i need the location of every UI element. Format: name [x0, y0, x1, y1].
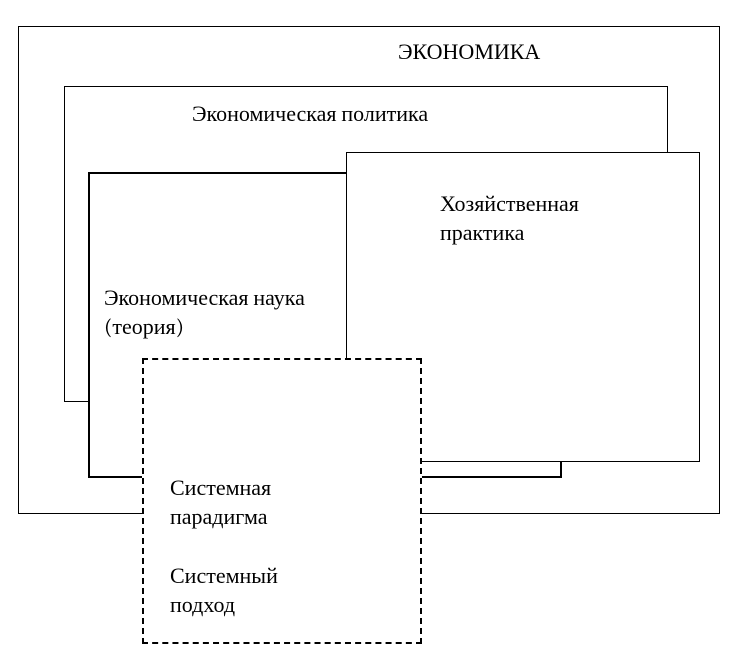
label-paradigm: Системная парадигма	[170, 474, 271, 531]
label-science-title: Экономическая наука (теория)	[104, 284, 305, 341]
label-approach: Системный подход	[170, 562, 278, 619]
diagram-canvas: ЭКОНОМИКА Экономическая политика Хозяйст…	[0, 0, 733, 659]
label-practice-title: Хозяйственная практика	[440, 190, 579, 247]
label-economy-title: ЭКОНОМИКА	[398, 38, 540, 67]
label-policy-title: Экономическая политика	[192, 100, 428, 129]
